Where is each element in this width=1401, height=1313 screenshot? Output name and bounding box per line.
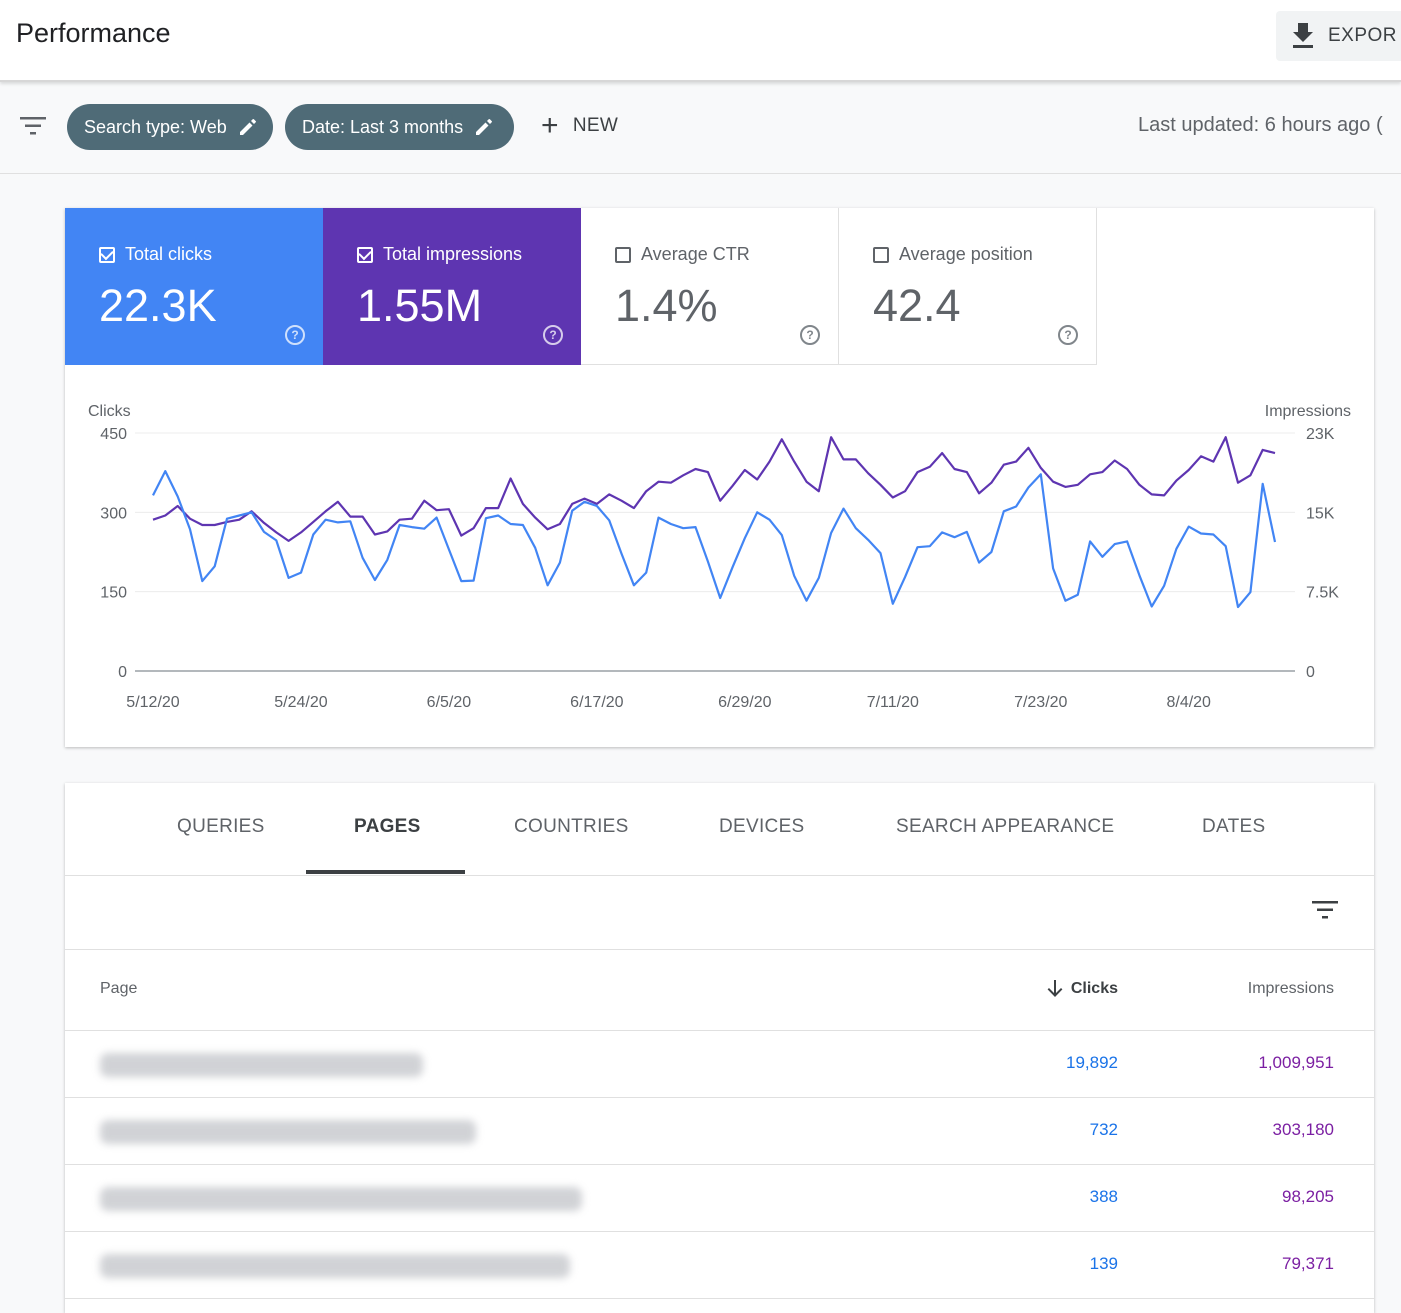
table-toolbar [65, 875, 1374, 950]
table-row[interactable]: 388 98,205 [65, 1165, 1374, 1232]
tab-devices[interactable]: DEVICES [719, 816, 805, 837]
checkbox-checked-icon[interactable] [99, 246, 115, 263]
metric-total-impressions-value: 1.55M [357, 280, 483, 331]
filter-bar: Search type: Web Date: Last 3 months + N… [0, 82, 1401, 174]
right-axis-label: Impressions [1265, 403, 1351, 420]
row-impressions-value: 98,205 [1282, 1187, 1334, 1206]
metric-average-position-value: 42.4 [873, 280, 961, 331]
right-axis-tick: 15K [1306, 505, 1335, 522]
metric-average-ctr-value: 1.4% [615, 280, 718, 331]
arrow-down-icon [1047, 980, 1063, 997]
right-axis-tick: 7.5K [1306, 585, 1339, 602]
x-axis-tick: 6/17/20 [570, 694, 623, 711]
metric-total-clicks-header: Total clicks [99, 244, 212, 265]
export-button[interactable]: EXPOR [1276, 11, 1401, 61]
help-icon[interactable]: ? [285, 325, 305, 345]
metric-total-impressions-header: Total impressions [357, 244, 522, 265]
edit-pencil-icon [476, 119, 493, 135]
app-header: Performance EXPOR [0, 0, 1401, 82]
right-axis-tick: 23K [1306, 426, 1335, 443]
help-icon[interactable]: ? [543, 325, 563, 345]
metric-total-impressions-label: Total impressions [383, 244, 523, 264]
tab-pages[interactable]: PAGES [354, 816, 421, 837]
search-type-chip[interactable]: Search type: Web [67, 104, 273, 150]
metric-average-position[interactable]: Average position 42.4 ? [839, 208, 1097, 365]
plus-icon: + [541, 109, 559, 142]
left-axis-tick: 150 [100, 585, 127, 602]
metric-average-ctr-label: Average CTR [641, 244, 750, 264]
x-axis-tick: 8/4/20 [1166, 694, 1211, 711]
x-axis-tick: 5/12/20 [126, 694, 179, 711]
edit-pencil-icon [239, 119, 256, 135]
table-filter-icon[interactable] [1312, 900, 1338, 920]
table-row[interactable]: 732 303,180 [65, 1098, 1374, 1165]
x-axis-tick: 7/23/20 [1014, 694, 1067, 711]
date-range-chip[interactable]: Date: Last 3 months [285, 104, 514, 150]
metric-average-ctr[interactable]: Average CTR 1.4% ? [581, 208, 839, 365]
impressions-series-line [152, 436, 1276, 542]
download-icon [1293, 23, 1313, 48]
x-axis-tick: 6/5/20 [427, 694, 472, 711]
row-clicks-value: 139 [1089, 1254, 1118, 1273]
page-title: Performance [16, 18, 171, 48]
checkbox-checked-icon[interactable] [357, 246, 373, 263]
x-axis-tick: 6/29/20 [718, 694, 771, 711]
metric-total-clicks-value: 22.3K [99, 280, 217, 331]
row-impressions-value: 1,009,951 [1258, 1053, 1334, 1072]
metric-total-clicks[interactable]: Total clicks 22.3K ? [65, 208, 323, 365]
column-header-page[interactable]: Page [100, 980, 138, 997]
row-impressions-value: 303,180 [1272, 1120, 1334, 1139]
tab-search-appearance[interactable]: SEARCH APPEARANCE [896, 816, 1115, 837]
help-icon[interactable]: ? [1058, 325, 1078, 345]
export-label: EXPOR [1328, 25, 1398, 46]
left-axis-tick: 450 [100, 426, 127, 443]
metric-average-ctr-header: Average CTR [615, 244, 750, 265]
performance-chart-card: Total clicks 22.3K ? Total impressions 1… [65, 208, 1374, 747]
row-clicks-value: 388 [1089, 1187, 1118, 1206]
table-row[interactable]: 19,892 1,009,951 [65, 1031, 1374, 1098]
filter-icon[interactable] [20, 116, 46, 136]
redacted-page-url [100, 1120, 476, 1144]
left-axis-tick: 0 [118, 664, 127, 681]
redacted-page-url [100, 1254, 570, 1278]
clicks-series-line [152, 469, 1277, 609]
metric-average-position-header: Average position [873, 244, 1033, 265]
new-filter-label: NEW [572, 115, 619, 136]
row-impressions-value: 79,371 [1282, 1254, 1334, 1273]
metric-average-position-label: Average position [899, 244, 1033, 264]
column-header-clicks[interactable]: Clicks [1047, 980, 1118, 998]
dimension-table-card: QUERIES PAGES COUNTRIES DEVICES SEARCH A… [65, 783, 1374, 1313]
metric-total-impressions[interactable]: Total impressions 1.55M ? [323, 208, 581, 365]
help-icon[interactable]: ? [800, 325, 820, 345]
row-clicks-value: 732 [1089, 1120, 1118, 1139]
active-tab-indicator [306, 870, 465, 874]
column-header-impressions[interactable]: Impressions [1247, 980, 1334, 997]
search-type-chip-label: Search type: Web [84, 116, 227, 137]
checkbox-unchecked-icon[interactable] [615, 246, 631, 263]
tab-queries[interactable]: QUERIES [177, 816, 265, 837]
left-axis-tick: 300 [100, 505, 127, 522]
tab-dates[interactable]: DATES [1202, 816, 1266, 837]
right-axis-tick: 0 [1306, 664, 1315, 681]
new-filter-button[interactable]: + NEW [541, 109, 619, 142]
redacted-page-url [100, 1187, 582, 1211]
dimension-tabs: QUERIES PAGES COUNTRIES DEVICES SEARCH A… [65, 783, 1374, 876]
metric-total-clicks-label: Total clicks [125, 244, 213, 264]
row-clicks-value: 19,892 [1066, 1053, 1118, 1072]
performance-line-chart[interactable]: Clicks Impressions 450 300 150 0 23K 15K 7.5K… [65, 368, 1374, 747]
redacted-page-url [100, 1053, 423, 1077]
x-axis-tick: 7/11/20 [867, 694, 919, 711]
left-axis-label: Clicks [88, 403, 131, 420]
table-header: Page Clicks Impressions [65, 949, 1374, 1031]
column-header-clicks-label: Clicks [1070, 980, 1118, 997]
last-updated-text: Last updated: 6 hours ago ( [1138, 114, 1383, 136]
table-row[interactable]: 139 79,371 [65, 1232, 1374, 1299]
date-range-chip-label: Date: Last 3 months [302, 116, 464, 137]
tab-countries[interactable]: COUNTRIES [514, 816, 629, 837]
checkbox-unchecked-icon[interactable] [873, 246, 889, 263]
x-axis-tick: 5/24/20 [274, 694, 327, 711]
